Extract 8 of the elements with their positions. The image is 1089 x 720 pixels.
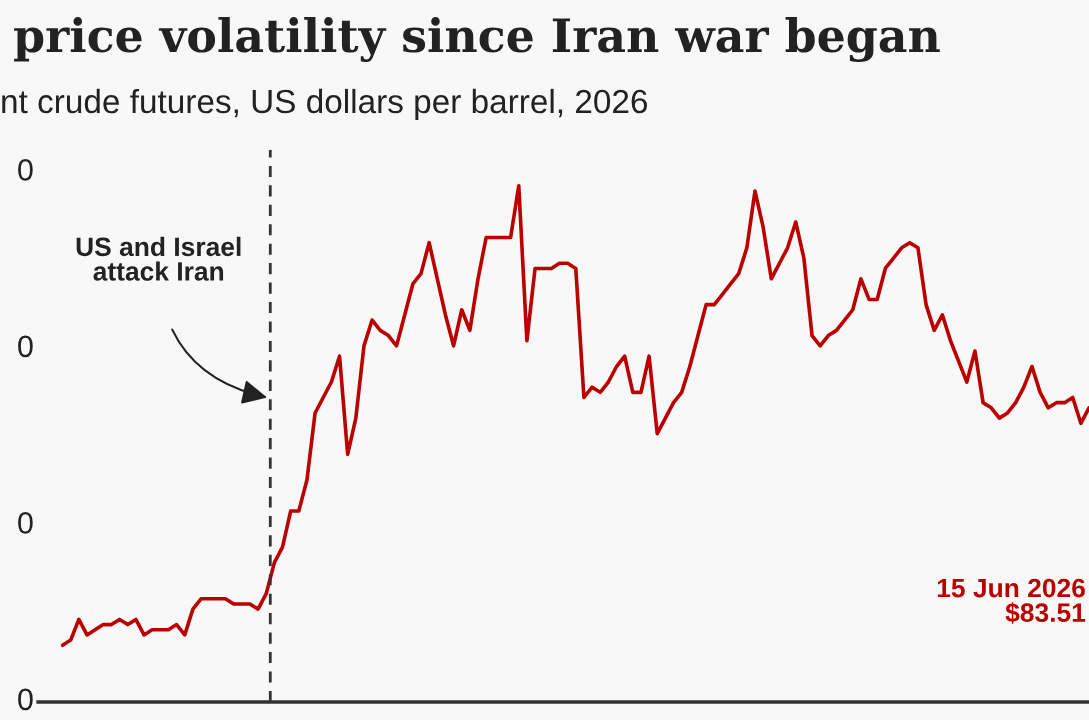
annotation: 15 Jun 2026 $83.51	[937, 578, 1086, 624]
annotation: US and Israel attack Iran	[76, 236, 241, 281]
text: 0	[18, 512, 33, 534]
chart-subtitle: nt crude futures, US dollars per barrel, 2026	[2, 88, 648, 120]
text: 0	[18, 688, 33, 711]
text: 0	[18, 159, 33, 181]
text: 0	[18, 335, 33, 358]
chart-title: price volatility since Iran war began	[14, 17, 940, 63]
